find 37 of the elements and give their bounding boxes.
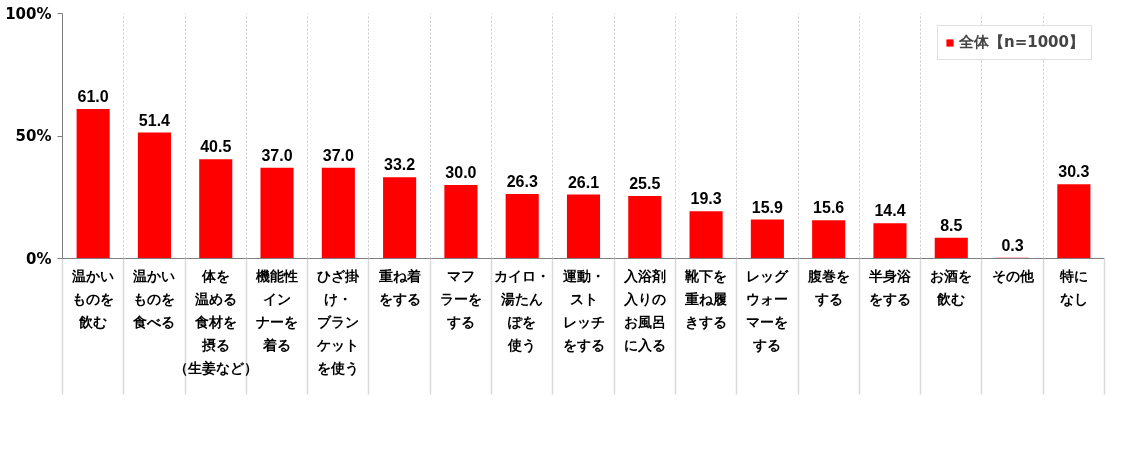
x-tick-label: カイロ・湯たんぽを使う [494,267,551,355]
data-label: 25.5 [629,175,661,193]
x-tick-label: 重ね着をする [377,267,421,307]
x-tick-label: 腹巻をする [806,267,850,307]
x-tick-label: 運動・ストレッチをする [561,267,605,354]
data-label: 37.0 [322,146,354,164]
y-tick-label: 100% [5,4,52,23]
data-label: 14.4 [874,202,906,220]
x-tick-label: お酒を飲む [930,267,973,307]
x-tick-label: その他 [991,267,1035,284]
data-label: 8.5 [940,216,963,234]
x-tick-label: 靴下を重ね履きする [684,267,728,330]
x-tick-label: 温かいものを飲む [71,267,115,330]
data-label: 19.3 [690,190,722,208]
data-label: 26.3 [506,173,538,191]
x-tick-label: 温かいものを食べる [132,267,176,330]
data-label: 61.0 [77,88,109,106]
data-label: 15.9 [751,198,784,216]
x-tick-label: マフラーをする [439,267,482,330]
data-label: 37.0 [261,146,293,164]
data-label: 33.2 [384,156,416,174]
x-tick-label: レッグウォーマーをする [746,267,790,354]
legend-label: 全体【n=1000】 [959,33,1084,52]
x-tick-label: 入浴剤入りのお風呂に入る [622,267,666,354]
data-label: 0.3 [1001,236,1024,254]
y-tick-label: 50% [15,127,52,145]
data-label: 40.5 [200,138,232,156]
data-label: 51.4 [138,111,171,129]
data-label: 15.6 [813,199,845,217]
data-label: 30.0 [445,164,477,181]
x-tick-label: ひざ掛け・ブランケットを使う [316,267,361,378]
data-label: 26.1 [567,173,600,191]
x-tick-label: 特になし [1058,267,1088,307]
x-tick-label: 機能性インナーを着る [255,267,299,354]
data-label: 30.3 [1058,163,1090,181]
x-tick-label: 半身浴をする [867,267,912,307]
y-tick-label: 0% [26,249,52,268]
